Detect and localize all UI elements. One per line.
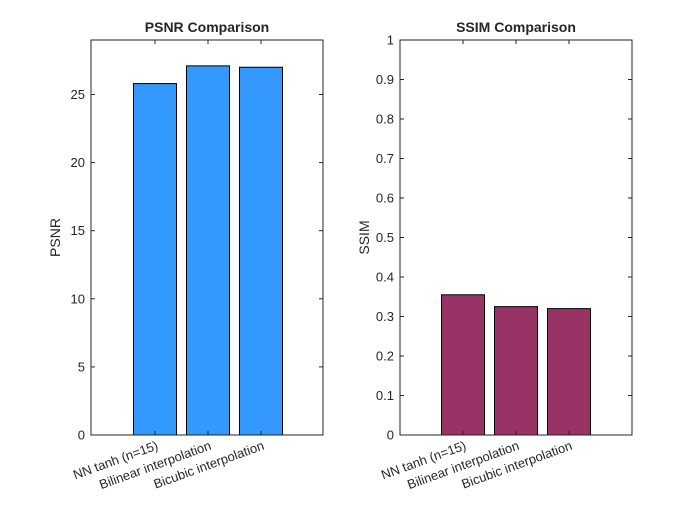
ssim-ylabel: SSIM [356, 220, 372, 254]
psnr-bar-2 [186, 65, 230, 436]
ssim-chart-title: SSIM Comparison [456, 19, 576, 35]
psnr-ytick-label: 20 [71, 155, 85, 170]
ssim-ytick-label: 0.4 [376, 270, 394, 285]
psnr-ytick-label: 25 [71, 87, 85, 102]
ssim-ytick-label: 0.1 [376, 388, 394, 403]
ssim-ytick-label: 0.6 [376, 191, 394, 206]
psnr-axes-box [90, 39, 324, 436]
ssim-chart: SSIM Comparison 0 0.1 0.2 0.3 0.4 0.5 0.6 0.7 0.8… [356, 19, 633, 492]
ssim-ytick-label: 0.8 [376, 112, 394, 127]
psnr-ytick-label: 0 [78, 428, 85, 443]
ssim-ytick-label: 0.9 [376, 72, 394, 87]
psnr-bar-1 [133, 83, 177, 436]
ssim-bar-1 [441, 294, 485, 436]
ssim-ytick-label: 1 [387, 33, 394, 48]
ssim-ytick-label: 0.7 [376, 151, 394, 166]
ssim-bar-2 [494, 306, 538, 436]
ssim-bar-3 [547, 308, 591, 436]
ssim-ytick-label: 0 [387, 428, 394, 443]
ssim-ytick-label: 0.2 [376, 349, 394, 364]
psnr-ylabel: PSNR [47, 218, 63, 257]
psnr-chart-title: PSNR Comparison [145, 19, 269, 35]
ssim-ytick-label: 0.3 [376, 309, 394, 324]
psnr-ytick-label: 15 [71, 223, 85, 238]
ssim-ytick-label: 0.5 [376, 230, 394, 245]
psnr-ytick-label: 10 [71, 291, 85, 306]
psnr-ytick-label: 5 [78, 359, 85, 374]
psnr-bar-3 [239, 66, 283, 436]
